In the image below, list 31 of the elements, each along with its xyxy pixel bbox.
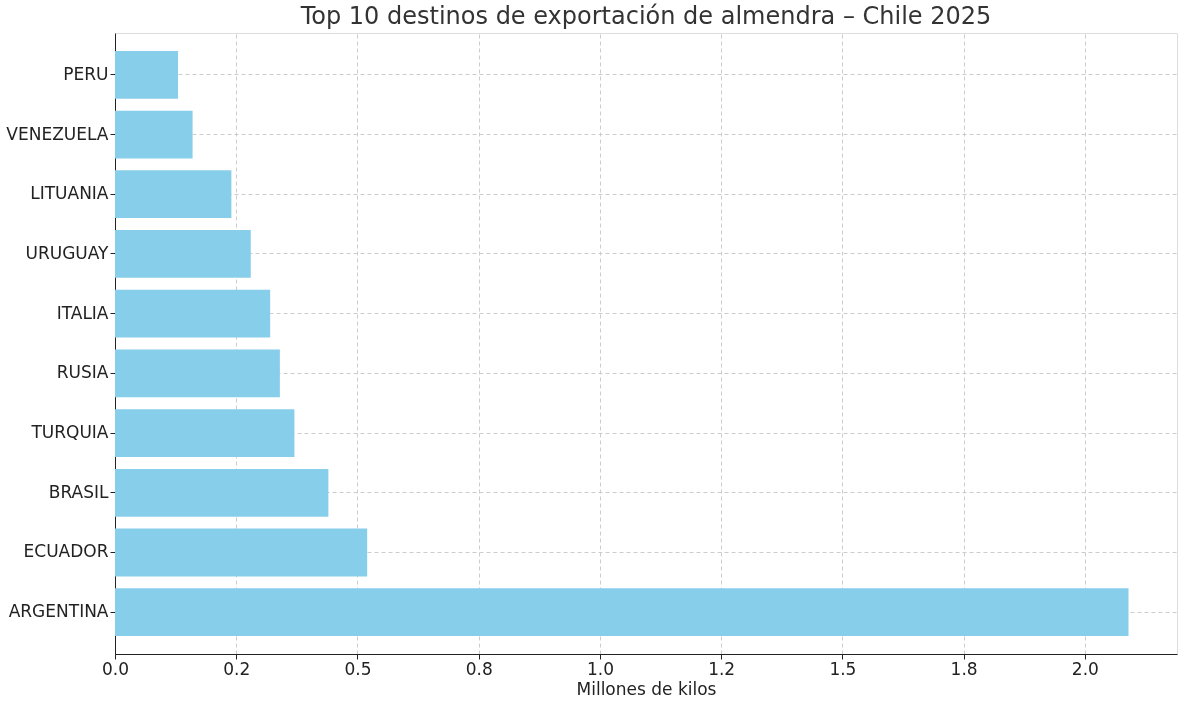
bar [115, 409, 295, 457]
y-tick-label: ECUADOR [23, 541, 109, 562]
y-tick-label: URUGUAY [25, 242, 110, 263]
bar [115, 170, 232, 219]
y-tick-label: VENEZUELA [6, 123, 109, 144]
x-tick-label: 1.5 [829, 658, 857, 679]
x-axis-title: Millones de kilos [576, 678, 717, 699]
bar [115, 349, 280, 398]
x-tick-label: 1.2 [708, 658, 736, 679]
x-tick-label: 0.8 [465, 658, 493, 679]
y-tick-label: LITUANIA [30, 183, 109, 204]
x-tick-label: 0.5 [344, 658, 372, 679]
y-tick-label: RUSIA [56, 362, 109, 383]
bar [115, 230, 251, 278]
x-tick-label: 1.0 [586, 658, 614, 679]
bar [115, 528, 368, 577]
x-tick-label: 0.0 [101, 658, 130, 679]
bar [115, 50, 179, 99]
x-tick-label: 1.8 [950, 658, 978, 679]
bar [115, 588, 1129, 637]
y-tick-label: PERU [63, 63, 109, 84]
y-tick-label: ITALIA [56, 302, 109, 323]
bar [115, 110, 193, 159]
chart-title: Top 10 destinos de exportación de almendra – Chile 2025 [299, 2, 992, 30]
x-tick-label: 0.2 [223, 658, 251, 679]
x-tick-label: 2.0 [1071, 658, 1099, 679]
bar [115, 468, 329, 517]
y-tick-label: ARGENTINA [8, 601, 109, 622]
y-tick-label: BRASIL [48, 481, 110, 502]
bar [115, 289, 271, 338]
y-tick-label: TURQUIA [30, 422, 109, 443]
